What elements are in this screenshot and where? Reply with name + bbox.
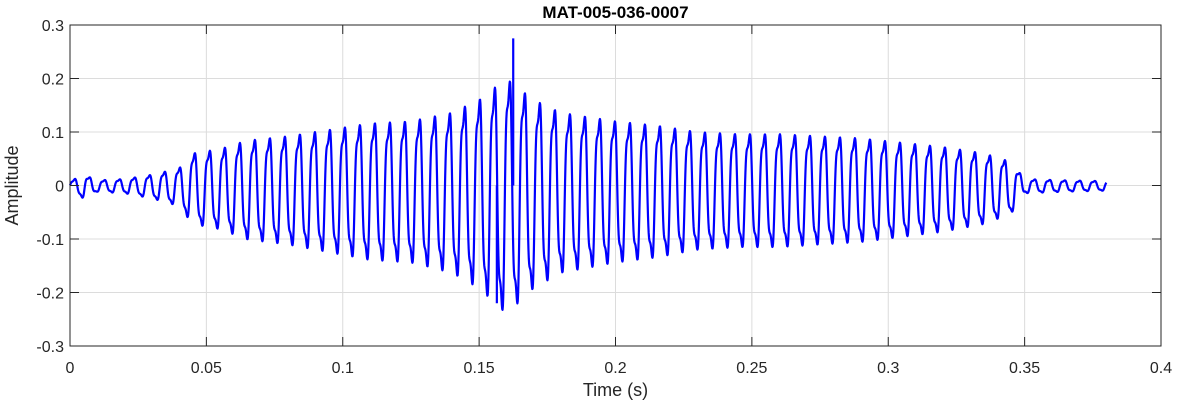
x-tick-label: 0.4 [1150,360,1172,377]
x-tick-label: 0.25 [736,360,767,377]
y-axis-label: Amplitude [2,145,22,225]
y-tick-label: 0.1 [42,125,64,142]
x-tick-label: 0.35 [1009,360,1040,377]
y-tick-labels: 0.3 0.2 0.1 0 -0.1 -0.2 -0.3 [36,18,64,356]
y-tick-label: -0.2 [36,286,64,303]
series-layer [68,38,1108,311]
x-tick-label: 0.2 [604,360,626,377]
y-tick-label: 0.2 [42,72,64,89]
x-tick-label: 0.15 [464,360,495,377]
series-line [68,80,1108,311]
axis-ticks [69,24,1162,347]
y-tick-label: 0 [55,179,64,196]
x-axis-label: Time (s) [583,380,648,400]
y-tick-label: 0.3 [42,18,64,35]
x-tick-label: 0.05 [191,360,222,377]
x-tick-label: 0.3 [877,360,899,377]
grid-lines [70,25,1161,346]
y-tick-label: -0.3 [36,339,64,356]
chart-title: MAT-005-036-0007 [542,3,688,22]
x-tick-label: 0.1 [332,360,354,377]
x-tick-labels: 0 0.05 0.1 0.15 0.2 0.25 0.3 0.35 0.4 [66,360,1173,377]
y-tick-label: -0.1 [36,232,64,249]
x-tick-label: 0 [66,360,75,377]
